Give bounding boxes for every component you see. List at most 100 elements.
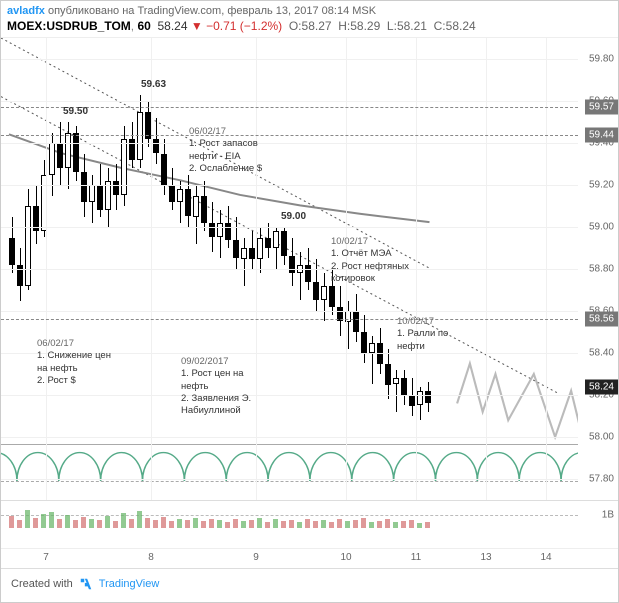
- xtick: 9: [253, 552, 259, 563]
- volume-bar: [289, 520, 294, 528]
- chart-header: avladfx опубликовано на TradingView.com,…: [1, 1, 618, 38]
- volume-bar: [49, 512, 54, 528]
- volume-bar: [393, 522, 398, 528]
- volume-panel[interactable]: 1B: [1, 500, 618, 548]
- xtick: 10: [340, 552, 351, 563]
- horizontal-line: [1, 319, 578, 320]
- chart-annotation: 06/02/171. Рост запасовнефти - EIA2. Осл…: [189, 126, 262, 175]
- volume-bar: [313, 521, 318, 528]
- volume-bar: [305, 519, 310, 528]
- created-label: Created with: [11, 578, 73, 590]
- y-axis: 57.8058.0058.2058.4058.6058.8059.0059.20…: [578, 38, 618, 500]
- h-value: 58.29: [350, 19, 380, 33]
- volume-bar: [25, 510, 30, 528]
- price-label: 58.24: [585, 379, 618, 394]
- volume-bar: [177, 519, 182, 528]
- h-label: H:: [338, 19, 350, 33]
- x-axis: 7 8 9 10 11 13 14: [1, 548, 618, 568]
- publication-line: avladfx опубликовано на TradingView.com,…: [7, 5, 612, 17]
- horizontal-line: [1, 135, 578, 136]
- volume-bar: [225, 522, 230, 528]
- price-callout: 59.00: [281, 211, 306, 222]
- volume-bar: [297, 522, 302, 528]
- o-value: 58.27: [302, 19, 332, 33]
- volume-bar: [89, 519, 94, 528]
- ytick: 59.80: [589, 54, 614, 65]
- chart-annotation: 09/02/20171. Рост цен нанефть2. Заявлени…: [181, 356, 251, 418]
- symbol-line: MOEX:USDRUB_TOM, 60 58.24 ▼ −0.71 (−1.2%…: [7, 19, 612, 33]
- last-price: 58.24: [158, 19, 188, 33]
- symbol[interactable]: MOEX:USDRUB_TOM: [7, 19, 131, 33]
- o-label: O:: [289, 19, 302, 33]
- xtick: 14: [540, 552, 551, 563]
- volume-bar: [201, 521, 206, 528]
- chart-annotation: 10/02/171. Ралли понефти: [397, 316, 448, 353]
- volume-bar: [33, 518, 38, 528]
- volume-bar: [417, 523, 422, 528]
- price-callout: 59.50: [63, 106, 88, 117]
- volume-bar: [193, 518, 198, 528]
- ytick: 59.00: [589, 222, 614, 233]
- volume-ref-line: [1, 515, 578, 516]
- volume-bar: [169, 521, 174, 528]
- site-name: TradingView.com,: [137, 5, 224, 17]
- volume-bar: [409, 520, 414, 528]
- volume-bar: [81, 517, 86, 528]
- ytick: 58.00: [589, 432, 614, 443]
- xtick: 8: [148, 552, 154, 563]
- volume-yaxis: 1B: [578, 501, 618, 548]
- volume-bar: [401, 521, 406, 528]
- xtick: 11: [411, 552, 421, 563]
- price-chart[interactable]: 57.8058.0058.2058.4058.6058.8059.0059.20…: [1, 38, 618, 500]
- volume-bar: [217, 520, 222, 528]
- volume-bar: [17, 520, 22, 528]
- ytick: 58.80: [589, 264, 614, 275]
- chart-annotation: 10/02/171. Отчёт МЭА2. Рост нефтяныхкоти…: [331, 236, 409, 285]
- interval: 60: [137, 19, 150, 33]
- published-label: опубликовано на: [48, 5, 134, 17]
- price-label: 59.57: [585, 100, 618, 115]
- author-name[interactable]: avladfx: [7, 5, 45, 17]
- volume-bar: [425, 522, 430, 528]
- volume-bar: [233, 519, 238, 528]
- volume-bar: [185, 520, 190, 528]
- volume-bar: [265, 522, 270, 528]
- volume-bar: [241, 521, 246, 528]
- volume-bar: [121, 513, 126, 528]
- xtick: 13: [480, 552, 491, 563]
- brand-name: TradingView: [99, 578, 160, 590]
- volume-bar: [57, 519, 62, 528]
- xtick: 7: [43, 552, 49, 563]
- volume-bar: [377, 521, 382, 528]
- volume-bar: [153, 520, 158, 528]
- volume-bar: [369, 522, 374, 528]
- l-label: L:: [387, 19, 397, 33]
- volume-label: 1B: [602, 510, 614, 521]
- volume-bar: [281, 521, 286, 528]
- publish-date: февраль 13, 2017 08:14 MSK: [227, 5, 376, 17]
- change-arrow: ▼: [191, 19, 203, 33]
- c-label: C:: [434, 19, 446, 33]
- volume-bar: [361, 518, 366, 528]
- volume-bar: [41, 514, 46, 528]
- chart-annotation: 06/02/171. Снижение ценна нефть2. Рост $: [37, 338, 111, 387]
- price-label: 58.56: [585, 312, 618, 327]
- volume-bar: [97, 520, 102, 528]
- volume-bar: [161, 517, 166, 528]
- c-value: 58.24: [446, 19, 476, 33]
- volume-bar: [73, 520, 78, 528]
- price-callout: 59.63: [141, 79, 166, 90]
- volume-bar: [353, 520, 358, 528]
- volume-bar: [385, 519, 390, 528]
- ytick: 58.40: [589, 348, 614, 359]
- ytick: 59.20: [589, 180, 614, 191]
- volume-bar: [321, 520, 326, 528]
- volume-bar: [249, 520, 254, 528]
- footer: Created with TradingView: [1, 568, 618, 598]
- volume-bar: [329, 522, 334, 528]
- price-label: 59.44: [585, 127, 618, 142]
- ytick: 57.80: [589, 474, 614, 485]
- volume-bar: [337, 519, 342, 528]
- volume-bar: [105, 516, 110, 528]
- volume-bar: [257, 518, 262, 528]
